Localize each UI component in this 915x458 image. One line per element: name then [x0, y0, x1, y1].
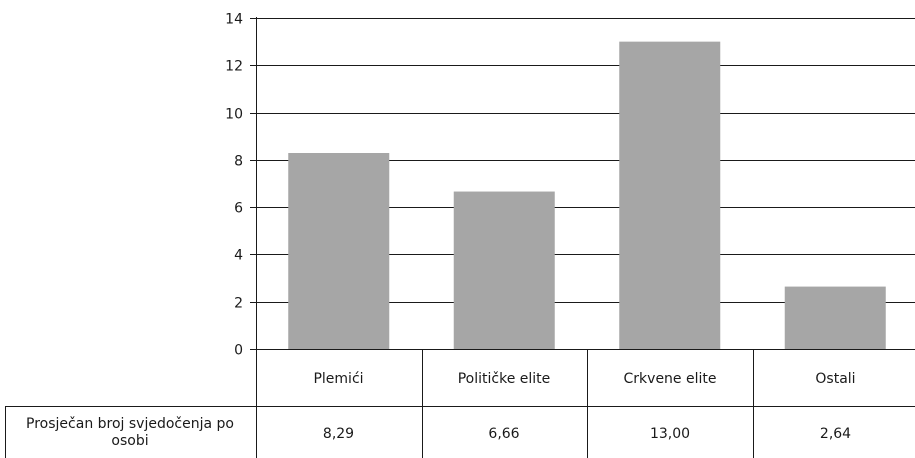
- category-label: Političke elite: [457, 371, 551, 387]
- y-tick-label: 2: [234, 296, 243, 312]
- y-tick-label: 8: [234, 154, 243, 170]
- y-tick-label: 14: [225, 12, 243, 28]
- y-tick-label: 10: [225, 107, 243, 123]
- category-label: Crkvene elite: [623, 371, 717, 387]
- category-label: Ostali: [815, 371, 856, 387]
- category-label: Plemići: [313, 371, 364, 387]
- bar: [453, 191, 555, 349]
- bars: [288, 41, 886, 350]
- data-label: 6,66: [488, 426, 520, 442]
- y-tick-label: 6: [234, 201, 243, 217]
- y-tick-label: 12: [225, 59, 243, 75]
- y-tick-label: 0: [234, 343, 243, 359]
- data-label: 13,00: [649, 426, 691, 442]
- data-label: 2,64: [819, 426, 852, 442]
- y-tick-label: 4: [234, 248, 243, 264]
- table-row-label: Prosječan broj svjedočenja po osobi: [26, 416, 234, 449]
- y-tick-labels: 0 2 4 6 8 10 12 14: [225, 12, 243, 359]
- bar: [619, 41, 721, 350]
- bar: [784, 286, 886, 349]
- data-label: 8,29: [322, 426, 355, 442]
- data-table-lines: [5, 349, 915, 458]
- bar: [288, 153, 390, 349]
